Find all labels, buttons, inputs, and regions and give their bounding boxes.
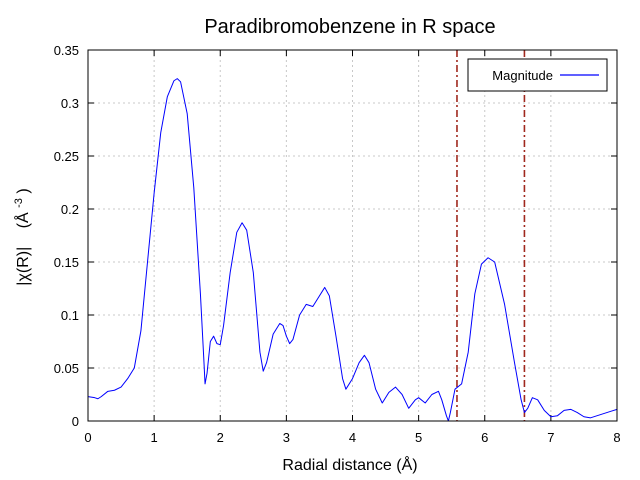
x-tick-label: 5 [415,430,422,445]
y-tick-label: 0.35 [54,43,79,58]
x-tick-labels: 0 1 2 3 4 5 6 7 8 [84,430,620,445]
y-axis-label-exp: -3 [13,198,25,208]
y-tick-label: 0.2 [61,202,79,217]
y-tick-labels: 0 0.05 0.1 0.15 0.2 0.25 0.3 0.35 [54,43,79,429]
plot-frame [87,49,618,422]
series-group [87,78,618,422]
grid [88,50,617,421]
legend: Magnitude [467,58,608,92]
y-axis-label: |χ(R)| (Å -3 ) [9,188,32,285]
x-tick-label: 2 [217,430,224,445]
x-tick-label: 3 [283,430,290,445]
legend-label: Magnitude [492,68,553,83]
x-tick-label: 8 [613,430,620,445]
y-tick-label: 0.15 [54,255,79,270]
series-line-magnitude [87,78,618,422]
window-lines [456,50,526,421]
x-tick-label: 0 [84,430,91,445]
y-tick-label: 0.1 [61,308,79,323]
x-tick-label: 7 [547,430,554,445]
y-axis-label-close: ) [15,188,32,193]
y-tick-label: 0.3 [61,96,79,111]
y-tick-label: 0.25 [54,149,79,164]
chart-title: Paradibromobenzene in R space [204,16,495,38]
y-tick-label: 0.05 [54,361,79,376]
x-tick-label: 4 [349,430,356,445]
x-tick-label: 6 [481,430,488,445]
y-axis-label-main: |χ(R)| [15,247,32,286]
x-axis-label: Radial distance (Å) [282,455,417,474]
y-axis-label-unit: (Å [13,212,32,228]
x-tick-label: 1 [151,430,158,445]
y-tick-label: 0 [72,414,79,429]
